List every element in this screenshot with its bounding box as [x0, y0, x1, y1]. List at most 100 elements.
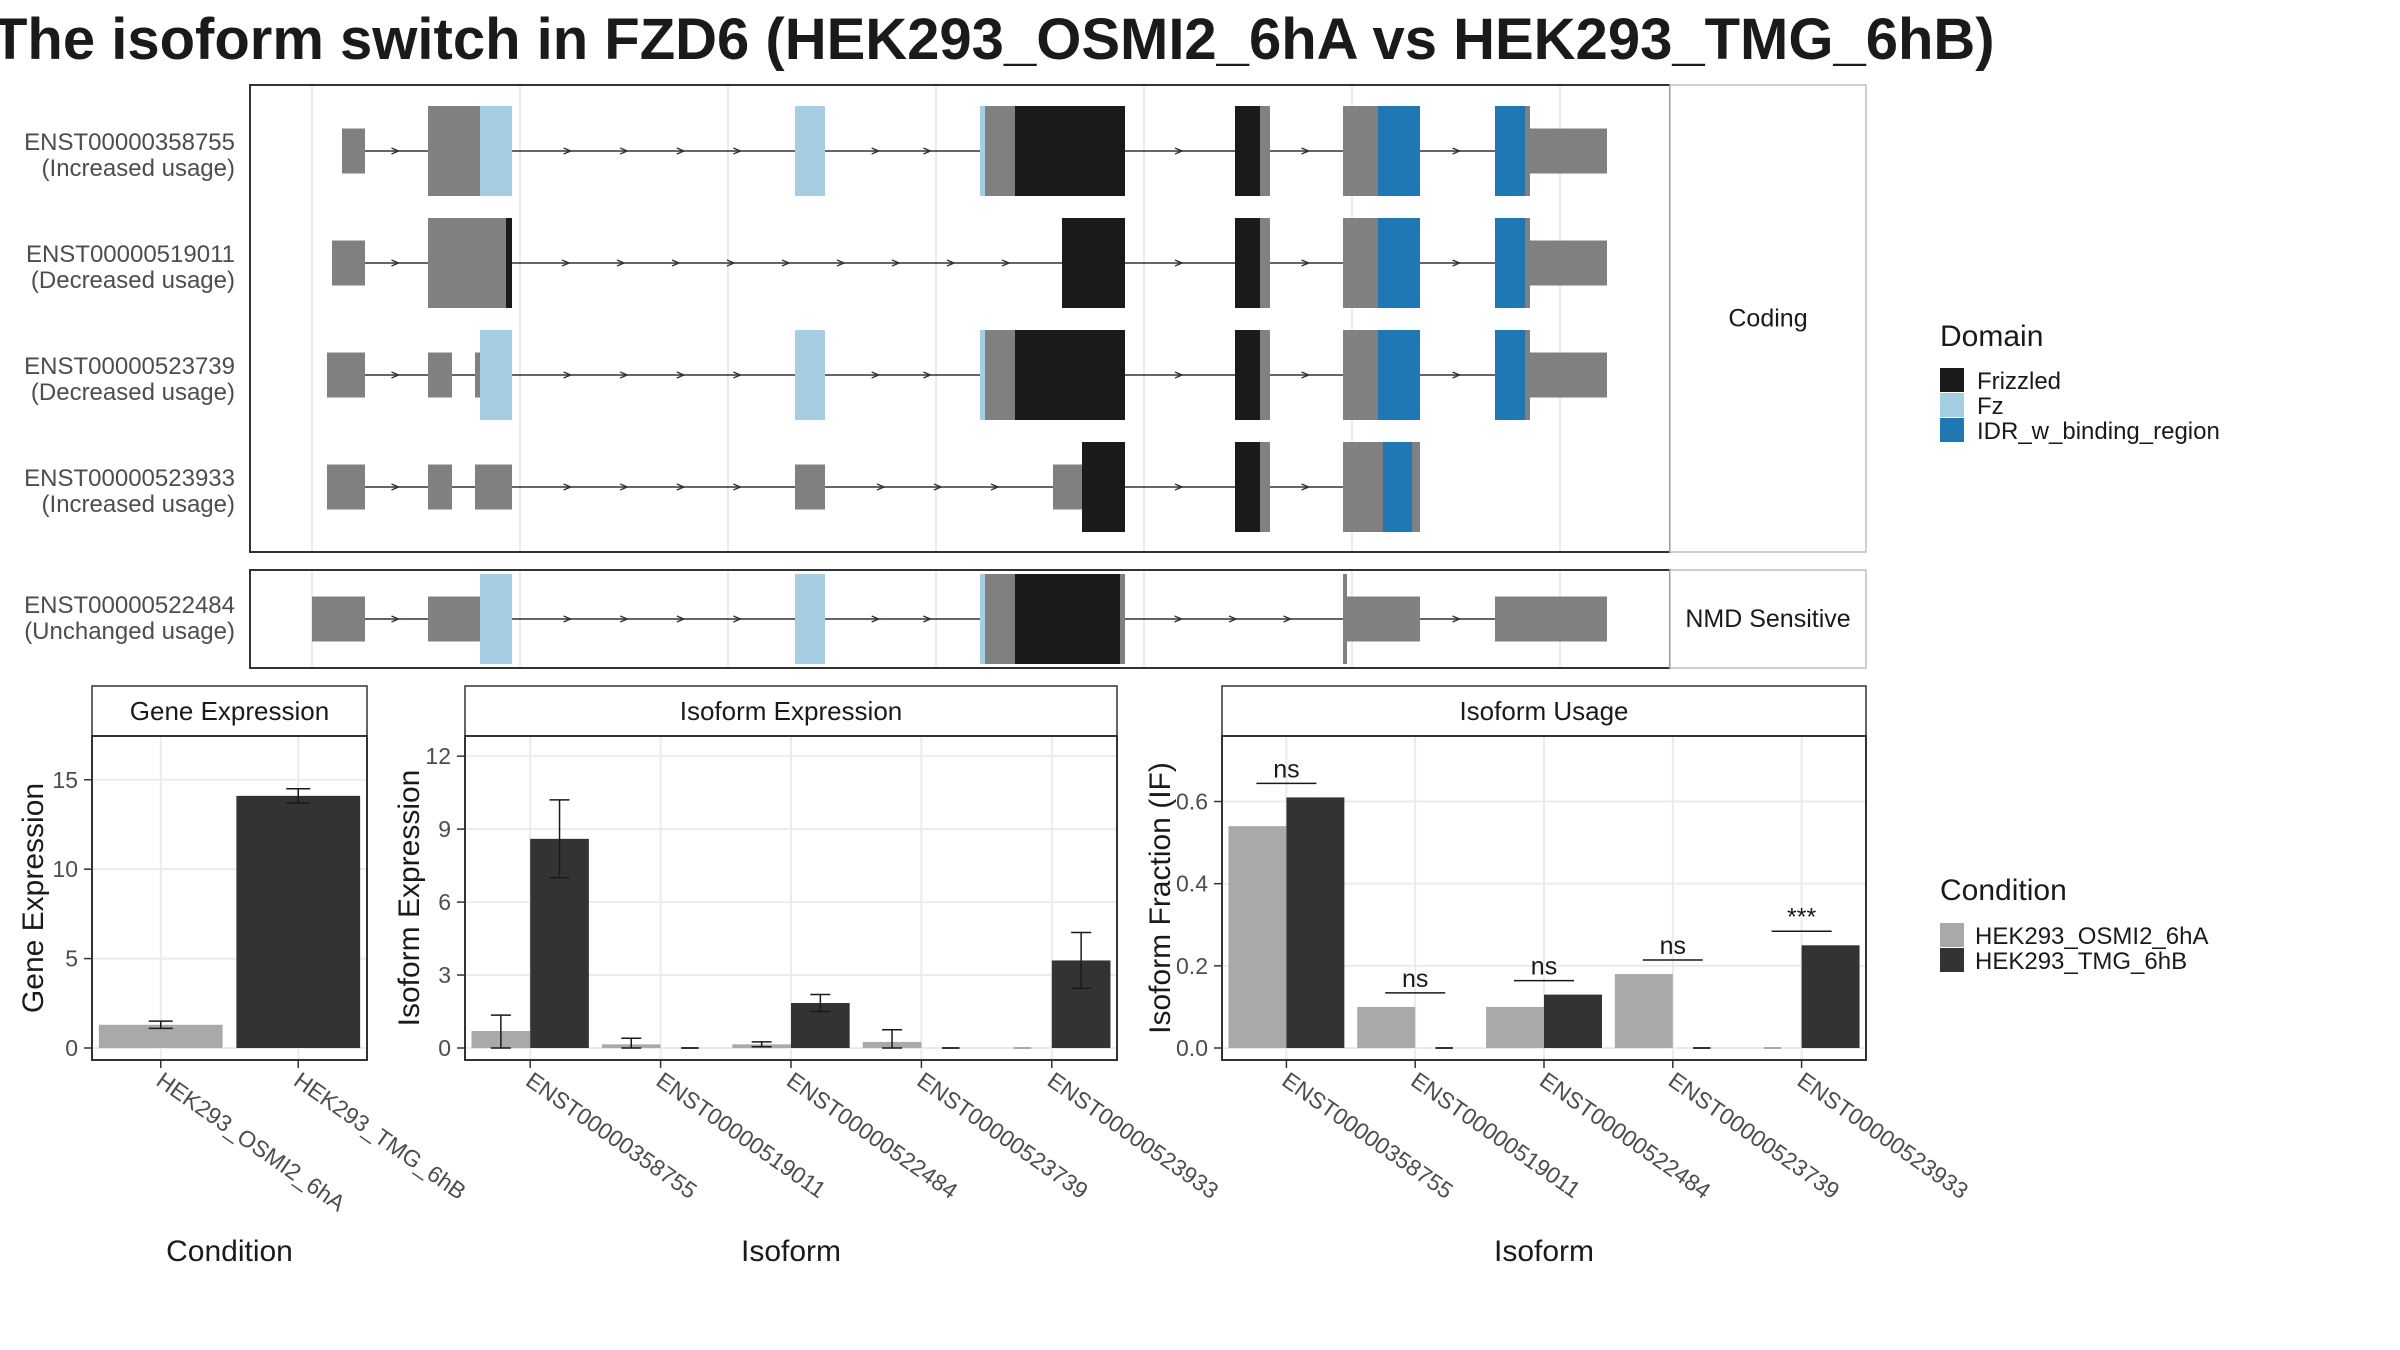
domain-legend-key: [1940, 393, 1964, 417]
exon-block: [1495, 106, 1525, 196]
facet-strip: [1221, 685, 1867, 737]
y-axis-title: Gene Expression: [17, 783, 50, 1013]
facet-label-coding: Coding: [1728, 305, 1807, 333]
intron-arrow: [871, 371, 881, 379]
condition-legend-title: Condition: [1940, 874, 2067, 907]
intron-arrow: [733, 371, 743, 379]
intron-arrow: [619, 147, 629, 155]
intron-arrow: [563, 483, 573, 491]
utr-block: [327, 352, 365, 398]
y-tick-label: 0: [438, 1035, 451, 1061]
domain-legend-key: [1940, 368, 1964, 392]
intron-arrow: [391, 483, 401, 491]
intron-arrow: [619, 615, 629, 623]
utr-block: [475, 352, 480, 398]
significance-label: ***: [1787, 903, 1816, 931]
intron-arrow: [836, 259, 846, 267]
utr-block: [1053, 464, 1082, 510]
intron-arrow: [391, 259, 401, 267]
utr-block: [428, 464, 452, 510]
transcript-usage-label: (Decreased usage): [31, 267, 235, 294]
bar: [1286, 797, 1345, 1048]
intron-arrow: [1283, 615, 1293, 623]
exon-block: [980, 574, 985, 664]
bar: [1614, 974, 1673, 1048]
exon-block: [1378, 106, 1420, 196]
utr-block: [327, 464, 365, 510]
intron-arrow: [676, 483, 686, 491]
bar: [1228, 826, 1287, 1048]
utr-block: [475, 464, 512, 510]
significance-label: ns: [1660, 932, 1686, 960]
bar: [98, 1024, 223, 1048]
domain-legend-key: [1940, 418, 1964, 442]
exon-block: [428, 218, 497, 308]
intron-arrow: [891, 259, 901, 267]
intron-arrow: [1228, 615, 1238, 623]
facet-strip: [91, 685, 368, 737]
intron-arrow: [561, 259, 571, 267]
exon-block: [795, 574, 825, 664]
significance-label: ns: [1402, 965, 1428, 993]
x-axis-title: Isoform: [1494, 1235, 1594, 1268]
y-axis-title: Isoform Fraction (IF): [1144, 762, 1177, 1034]
intron-arrow: [781, 259, 791, 267]
significance-label: ns: [1273, 755, 1299, 783]
exon-block: [980, 330, 985, 420]
exon-block: [1495, 330, 1525, 420]
transcript-id-label: ENST00000523739: [24, 353, 235, 380]
condition-legend-key: [1940, 948, 1964, 972]
exon-block: [1343, 442, 1383, 532]
exon-block: [1343, 574, 1347, 664]
exon-block: [1235, 330, 1260, 420]
intron-arrow: [676, 147, 686, 155]
transcript-usage-label: (Increased usage): [42, 491, 235, 518]
utr-block: [332, 240, 365, 286]
intron-arrow: [676, 615, 686, 623]
intron-arrow: [563, 371, 573, 379]
exon-block: [1015, 330, 1125, 420]
bar: [1801, 945, 1860, 1048]
intron-arrow: [871, 615, 881, 623]
y-tick-label: 0.0: [1176, 1035, 1208, 1061]
y-tick-label: 0.2: [1176, 953, 1208, 979]
exon-block: [1235, 218, 1260, 308]
facet-strip: [1669, 569, 1867, 669]
intron-arrow: [1452, 371, 1462, 379]
y-tick-label: 5: [65, 946, 78, 972]
panel-border: [91, 735, 368, 1061]
exon-block: [980, 106, 985, 196]
exon-block: [1378, 330, 1420, 420]
exon-block: [795, 106, 825, 196]
exon-block: [1015, 106, 1125, 196]
intron-arrow: [871, 147, 881, 155]
facet-strip: [1669, 84, 1867, 553]
intron-arrow: [733, 483, 743, 491]
utr-block: [1347, 596, 1420, 642]
transcript-id-label: ENST00000523933: [24, 465, 235, 492]
facet-label-nmd: NMD Sensitive: [1685, 605, 1850, 633]
intron-arrow: [1301, 371, 1311, 379]
exon-block: [428, 106, 480, 196]
intron-arrow: [876, 483, 886, 491]
intron-arrow: [619, 371, 629, 379]
condition-legend-label: HEK293_TMG_6hB: [1975, 948, 2187, 975]
exon-block: [1525, 106, 1530, 196]
y-axis-title: Isoform Expression: [393, 770, 426, 1027]
transcript-usage-label: (Unchanged usage): [24, 618, 235, 645]
intron-arrow: [733, 147, 743, 155]
y-tick-label: 3: [438, 962, 451, 988]
exon-block: [1082, 442, 1125, 532]
exon-block: [1260, 106, 1270, 196]
utr-block: [1530, 352, 1607, 398]
intron-arrow: [1452, 615, 1462, 623]
utr-block: [342, 128, 365, 174]
exon-block: [795, 330, 825, 420]
exon-block: [1383, 442, 1412, 532]
transcript-id-label: ENST00000522484: [24, 592, 235, 619]
bar: [1486, 1006, 1544, 1048]
intron-arrow: [391, 371, 401, 379]
intron-arrow: [990, 483, 1000, 491]
intron-arrow: [933, 483, 943, 491]
